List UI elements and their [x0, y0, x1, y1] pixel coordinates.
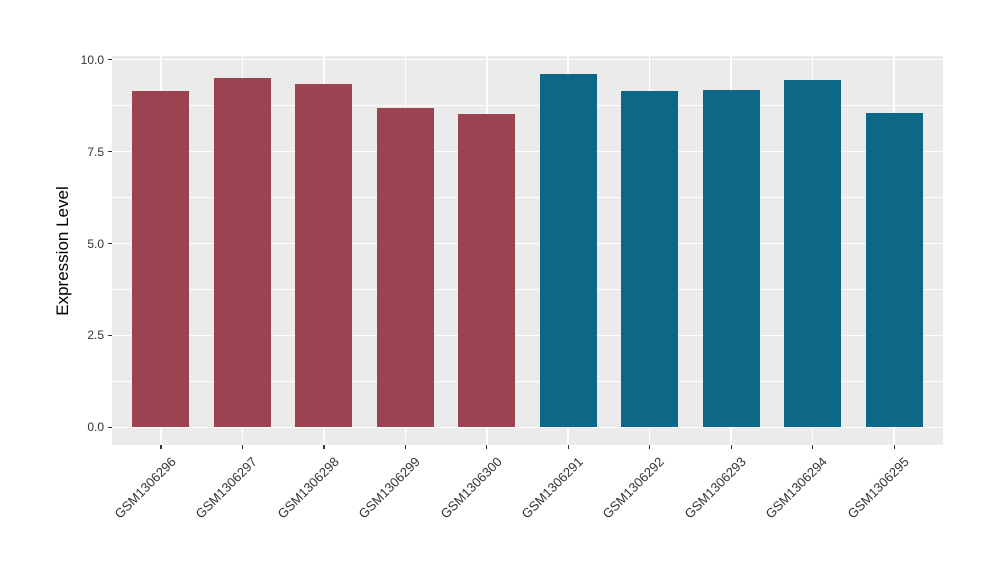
major-gridline — [112, 426, 943, 429]
major-gridline — [112, 334, 943, 337]
x-tick-label-text: GSM1306293 — [681, 454, 749, 522]
x-tick-mark — [241, 445, 244, 449]
y-tick-mark — [107, 151, 112, 153]
x-tick-label-text: GSM1306299 — [355, 454, 423, 522]
y-tick-label: 10.0 — [80, 52, 104, 67]
x-tick-label-text: GSM1306294 — [762, 454, 831, 522]
bar-GSM1306291 — [539, 73, 597, 428]
bar-GSM1306293 — [702, 90, 760, 428]
x-tick-mark — [567, 445, 569, 449]
bar-GSM1306296 — [132, 90, 190, 428]
x-tick-mark — [812, 445, 814, 449]
x-tick-label-text: GSM1306300 — [437, 454, 505, 522]
minor-gridline — [112, 197, 943, 198]
bar-GSM1306297 — [213, 78, 271, 428]
x-tick-mark — [404, 445, 406, 449]
x-tick-mark — [486, 445, 488, 449]
major-gridline — [112, 58, 943, 61]
minor-gridline — [112, 289, 943, 290]
x-tick-label-text: GSM1306298 — [274, 454, 342, 522]
y-tick-mark — [107, 243, 112, 245]
x-tick-mark — [893, 445, 895, 449]
major-gridline — [112, 150, 943, 153]
x-tick-mark — [160, 445, 162, 449]
y-tick-label: 0.0 — [87, 420, 104, 435]
major-gridline — [112, 242, 943, 245]
y-tick-label: 2.5 — [87, 328, 104, 343]
x-tick-label-text: GSM1306296 — [111, 454, 179, 522]
bar-GSM1306292 — [621, 90, 679, 428]
y-tick-mark — [107, 59, 112, 61]
x-tick-label-text: GSM1306295 — [844, 454, 912, 522]
y-tick-mark — [107, 426, 112, 429]
x-tick-label-text: GSM1306291 — [518, 454, 586, 522]
bar-GSM1306295 — [865, 112, 923, 428]
minor-gridline — [112, 105, 943, 107]
y-tick-label: 7.5 — [87, 144, 104, 159]
x-tick-label-text: GSM1306292 — [599, 454, 668, 522]
x-tick-label-text: GSM1306297 — [192, 454, 260, 522]
x-tick-mark — [730, 445, 732, 449]
bar-GSM1306299 — [376, 107, 434, 428]
plot-panel — [112, 56, 943, 445]
x-tick-mark — [323, 445, 325, 449]
x-tick-mark — [649, 445, 651, 449]
bar-GSM1306300 — [458, 114, 516, 428]
y-axis-title-text: Expression Level — [53, 186, 72, 316]
minor-gridline — [112, 380, 943, 382]
bar-GSM1306298 — [295, 83, 353, 428]
bar-GSM1306294 — [784, 79, 842, 428]
y-tick-label: 5.0 — [87, 236, 104, 251]
y-tick-mark — [107, 334, 112, 337]
